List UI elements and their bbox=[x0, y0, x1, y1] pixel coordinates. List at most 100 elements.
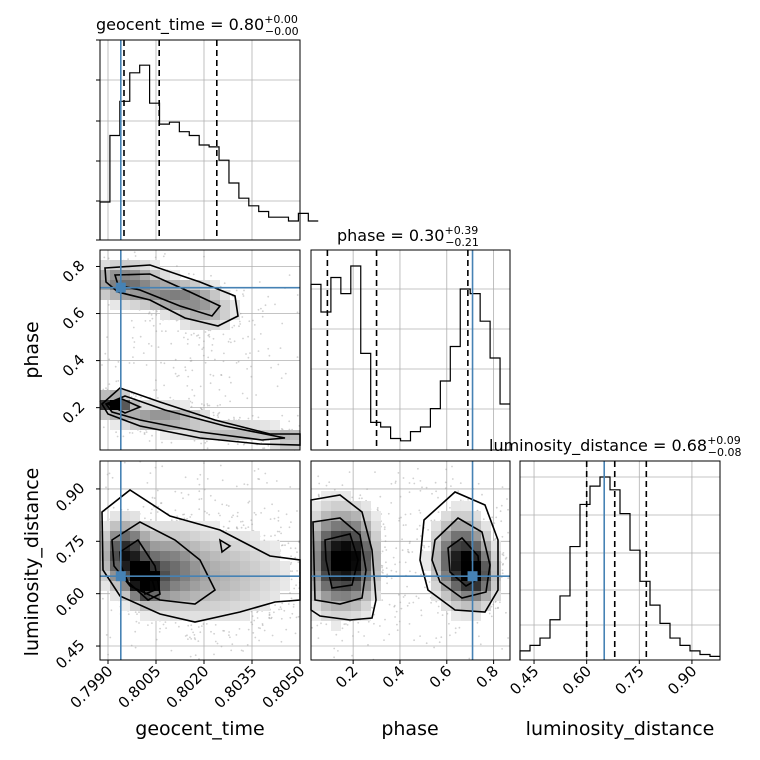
density-cell bbox=[150, 551, 160, 561]
sample-point bbox=[287, 603, 290, 605]
sample-point bbox=[155, 389, 158, 391]
sample-point bbox=[267, 295, 270, 298]
sample-point bbox=[476, 621, 479, 624]
sample-point bbox=[381, 550, 384, 553]
density-cell bbox=[180, 581, 190, 591]
density-cell bbox=[120, 531, 130, 541]
sample-point bbox=[290, 555, 292, 558]
truth-marker bbox=[115, 282, 126, 293]
density-cell bbox=[120, 601, 130, 611]
sample-point bbox=[247, 335, 250, 338]
sample-point bbox=[178, 625, 180, 628]
sample-point bbox=[294, 632, 297, 635]
sample-point bbox=[114, 365, 117, 368]
sample-point bbox=[131, 337, 134, 339]
sample-point bbox=[189, 360, 192, 362]
sample-point bbox=[268, 616, 270, 619]
sample-point bbox=[193, 637, 196, 639]
density-cell bbox=[140, 551, 150, 561]
sample-point bbox=[139, 430, 142, 433]
density-cell bbox=[170, 270, 180, 280]
sample-point bbox=[434, 481, 437, 484]
sample-point bbox=[112, 506, 115, 509]
sample-point bbox=[220, 645, 223, 648]
sample-point bbox=[395, 547, 398, 550]
sample-point bbox=[235, 634, 238, 636]
sample-point bbox=[206, 403, 209, 405]
density-cell bbox=[140, 561, 150, 571]
sample-point bbox=[290, 521, 292, 523]
sample-point bbox=[253, 511, 256, 514]
sample-point bbox=[210, 349, 213, 352]
density-cell bbox=[170, 531, 180, 541]
sample-point bbox=[190, 513, 193, 516]
sample-point bbox=[482, 518, 485, 521]
density-cell bbox=[260, 541, 270, 551]
density-cell bbox=[230, 601, 240, 611]
density-cell bbox=[250, 581, 260, 591]
sample-point bbox=[198, 490, 201, 493]
density-cell bbox=[210, 280, 220, 290]
sample-point bbox=[206, 404, 209, 407]
sample-point bbox=[107, 257, 110, 260]
sample-point bbox=[296, 356, 299, 358]
sample-point bbox=[193, 634, 196, 636]
sample-point bbox=[134, 611, 137, 613]
density-cell bbox=[160, 581, 170, 591]
sample-point bbox=[280, 544, 283, 547]
sample-point bbox=[492, 603, 495, 606]
sample-point bbox=[216, 404, 219, 407]
sample-point bbox=[243, 289, 245, 292]
sample-point bbox=[243, 483, 246, 485]
density-cell bbox=[200, 420, 210, 430]
sample-point bbox=[494, 537, 497, 540]
sample-point bbox=[264, 472, 267, 475]
sample-point bbox=[295, 616, 298, 619]
sample-point bbox=[397, 472, 400, 474]
sample-point bbox=[190, 628, 193, 631]
sample-point bbox=[296, 294, 299, 296]
density-cell bbox=[110, 551, 120, 561]
density-cell bbox=[120, 581, 130, 591]
density-cell bbox=[180, 400, 190, 410]
density-cell bbox=[130, 290, 140, 300]
density-cell bbox=[100, 521, 110, 531]
sample-point bbox=[152, 324, 155, 327]
sample-point bbox=[296, 311, 299, 314]
sample-point bbox=[333, 647, 336, 650]
sample-point bbox=[216, 414, 219, 417]
sample-point bbox=[206, 512, 208, 514]
sample-point bbox=[437, 612, 439, 614]
density-cell bbox=[180, 591, 190, 601]
sample-point bbox=[253, 470, 256, 472]
density-cell bbox=[220, 601, 230, 611]
sample-point bbox=[218, 411, 221, 414]
sample-point bbox=[136, 613, 138, 615]
density-cell bbox=[190, 591, 200, 601]
density-cell bbox=[230, 561, 240, 571]
density-cell bbox=[130, 410, 140, 420]
sample-point bbox=[288, 526, 291, 529]
sample-point bbox=[145, 431, 148, 433]
sample-point bbox=[384, 546, 386, 549]
sample-point bbox=[202, 623, 205, 625]
sample-point bbox=[190, 638, 193, 640]
sample-point bbox=[316, 624, 319, 627]
sample-point bbox=[192, 631, 195, 634]
sample-point bbox=[156, 511, 159, 513]
density-cell bbox=[180, 551, 190, 561]
sample-point bbox=[258, 478, 261, 481]
density-cell bbox=[230, 591, 240, 601]
density-cell bbox=[120, 541, 130, 551]
sample-point bbox=[230, 341, 232, 344]
sample-point bbox=[222, 525, 225, 528]
density-cell bbox=[180, 290, 190, 300]
sample-point bbox=[133, 251, 136, 254]
density-cell bbox=[160, 410, 170, 420]
sample-point bbox=[367, 644, 369, 646]
sample-point bbox=[381, 571, 383, 573]
sample-point bbox=[127, 613, 130, 616]
sample-point bbox=[274, 604, 276, 606]
density-cell bbox=[110, 581, 120, 591]
